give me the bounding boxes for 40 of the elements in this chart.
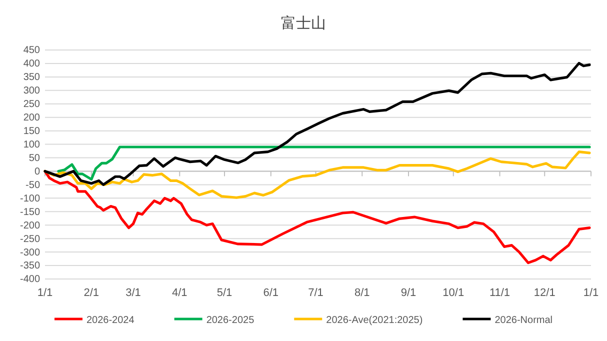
x-tick-label: 8/1: [354, 287, 370, 299]
x-tick-label: 1/1: [583, 287, 599, 299]
y-tick-label: 50: [28, 152, 40, 164]
y-tick-label: 150: [23, 126, 40, 138]
line-series: [44, 150, 591, 199]
x-tick-label: 5/1: [216, 287, 232, 299]
x-tick-label: 7/1: [308, 287, 324, 299]
x-tick-label: 9/1: [400, 287, 416, 299]
y-tick-label: 250: [23, 99, 40, 110]
x-tick-label: 3/1: [126, 287, 141, 299]
x-tick-label: 2/1: [84, 287, 100, 299]
line-series: [44, 170, 591, 264]
x-tick-label: 12/1: [534, 287, 556, 299]
y-tick-label: 450: [23, 45, 40, 56]
x-tick-label: 6/1: [263, 287, 279, 299]
y-tick-label: -150: [20, 206, 40, 218]
y-tick-label: 0: [34, 166, 40, 178]
x-tick-label: 1/1: [37, 287, 53, 299]
y-tick-label: 200: [23, 112, 40, 124]
y-tick-label: -400: [20, 274, 40, 286]
y-tick-label: -200: [20, 220, 40, 232]
y-tick-label: -250: [20, 234, 40, 245]
y-tick-label: 100: [23, 139, 40, 150]
x-tick-label: 4/1: [172, 287, 188, 299]
y-tick-label: -50: [26, 180, 40, 191]
line-series: [44, 62, 591, 186]
y-tick-label: 350: [23, 72, 40, 84]
legend-label: 2026-Normal: [494, 315, 553, 326]
legend-label: 2026-2024: [86, 315, 135, 326]
y-tick-label: 300: [23, 86, 40, 97]
y-tick-label: -300: [20, 247, 40, 258]
x-tick-label: 10/1: [442, 287, 464, 299]
y-tick-label: -350: [20, 260, 40, 272]
x-tick-label: 11/1: [489, 287, 510, 299]
legend-label: 2026-Ave(2021:2025): [326, 315, 423, 326]
line-series: [57, 146, 591, 181]
chart-title: 富士山: [281, 15, 326, 32]
legend-label: 2026-2025: [206, 315, 255, 326]
y-tick-label: -100: [20, 193, 40, 204]
y-tick-label: 400: [23, 58, 40, 70]
